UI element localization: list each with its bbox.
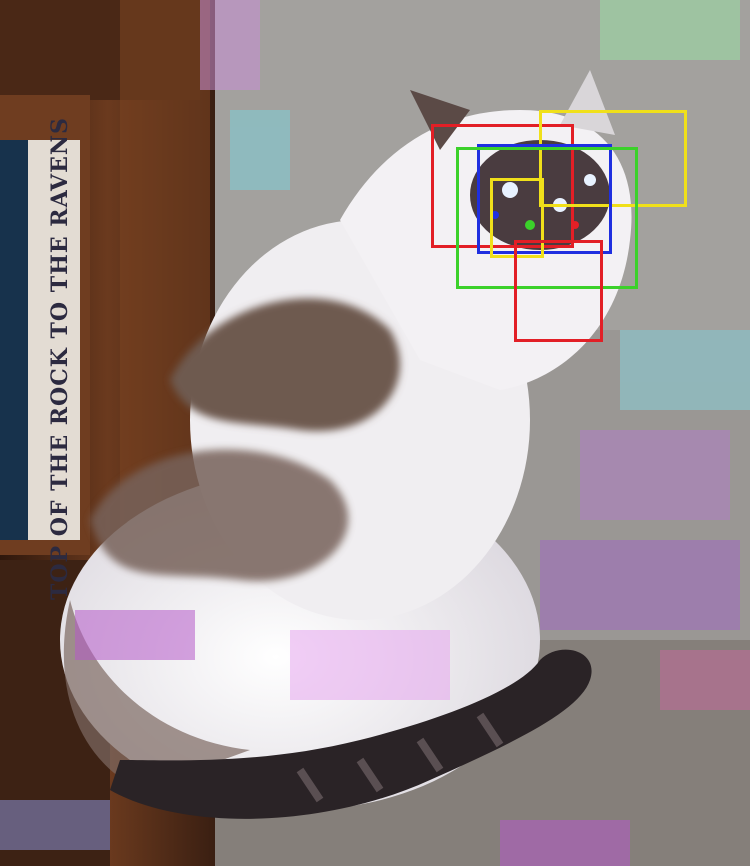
- book-spine-title: TOP OF THE ROCK TO THE RAVENS: [47, 117, 73, 600]
- tail-stripes: [296, 712, 504, 803]
- detection-box-3: [477, 144, 612, 254]
- detection-box-1: [431, 124, 574, 248]
- detection-box-5: [490, 178, 544, 258]
- detection-box-6: [514, 240, 603, 342]
- detection-box-2: [539, 110, 687, 207]
- book: [0, 140, 80, 540]
- cat-tail: [110, 649, 592, 819]
- detection-box-4: [456, 147, 638, 289]
